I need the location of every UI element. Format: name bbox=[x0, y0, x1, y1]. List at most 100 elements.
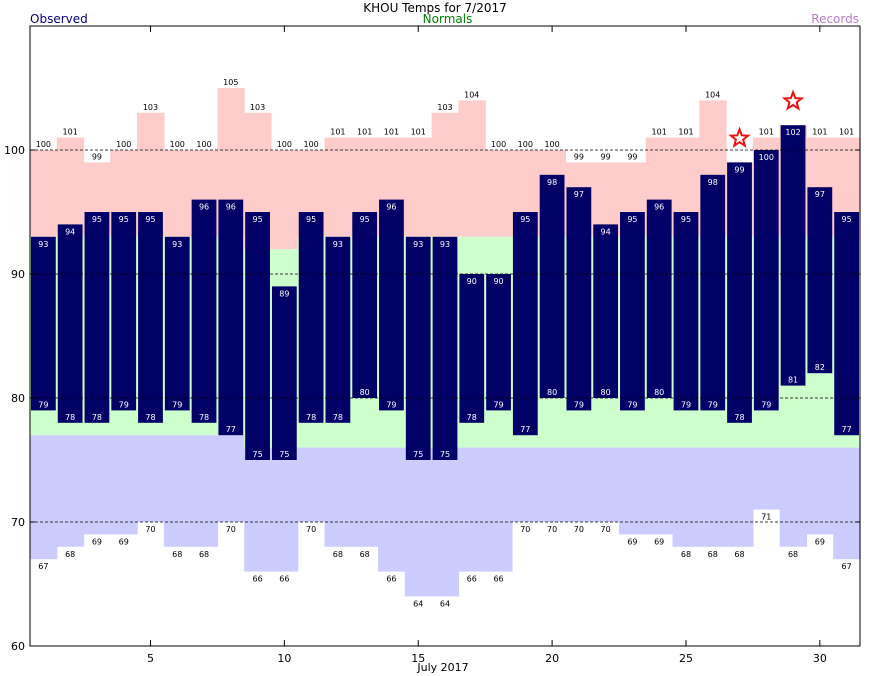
record-low-band-day-2 bbox=[56, 460, 85, 547]
record-high-band-day-10 bbox=[270, 150, 299, 250]
record-high-band-day-18 bbox=[485, 150, 513, 237]
record-low-band-day-4 bbox=[110, 460, 138, 535]
observed-low-label-day-24: 80 bbox=[654, 388, 664, 397]
record-high-label-day-14: 101 bbox=[384, 128, 399, 137]
record-high-label-day-12: 101 bbox=[330, 128, 345, 137]
record-low-label-day-22: 70 bbox=[601, 525, 611, 534]
record-low-label-day-20: 70 bbox=[547, 525, 557, 534]
record-high-label-day-10: 100 bbox=[277, 140, 292, 149]
observed-high-label-day-6: 93 bbox=[172, 240, 182, 249]
observed-bar-day-31 bbox=[834, 212, 859, 436]
observed-low-label-day-18: 79 bbox=[493, 400, 503, 409]
record-low-label-day-11: 70 bbox=[306, 525, 316, 534]
record-low-band-day-1 bbox=[30, 460, 58, 560]
normal-low-band-day-23 bbox=[619, 447, 647, 460]
observed-high-label-day-15: 93 bbox=[413, 240, 423, 249]
observed-bar-day-25 bbox=[673, 212, 699, 411]
normal-low-band-day-24 bbox=[645, 447, 674, 460]
observed-high-label-day-12: 93 bbox=[333, 240, 343, 249]
normal-low-band-day-8 bbox=[217, 435, 245, 460]
normal-low-band-day-6 bbox=[163, 435, 192, 460]
observed-high-label-day-1: 93 bbox=[38, 240, 48, 249]
x-tick-label-5: 5 bbox=[147, 652, 154, 665]
observed-high-label-day-11: 95 bbox=[306, 215, 316, 224]
record-high-label-day-11: 100 bbox=[303, 140, 318, 149]
record-high-label-day-2: 101 bbox=[63, 128, 78, 137]
record-low-band-day-17 bbox=[458, 460, 486, 572]
record-high-label-day-20: 100 bbox=[544, 140, 559, 149]
y-tick-label-60: 60 bbox=[11, 640, 25, 653]
observed-low-label-day-26: 79 bbox=[708, 400, 718, 409]
record-high-label-day-9: 103 bbox=[250, 103, 265, 112]
observed-high-label-day-27: 99 bbox=[734, 165, 744, 174]
observed-low-label-day-1: 79 bbox=[38, 400, 48, 409]
record-low-band-day-26 bbox=[699, 460, 727, 547]
x-tick-label-20: 20 bbox=[545, 652, 559, 665]
normal-low-band-day-17 bbox=[458, 447, 486, 460]
record-low-band-day-3 bbox=[83, 460, 111, 535]
observed-high-label-day-10: 89 bbox=[279, 289, 289, 298]
record-high-band-day-6 bbox=[163, 150, 192, 237]
normal-low-band-day-21 bbox=[565, 447, 593, 460]
observed-bar-day-16 bbox=[432, 236, 458, 460]
observed-low-label-day-25: 79 bbox=[681, 400, 691, 409]
record-low-band-day-15 bbox=[404, 460, 433, 597]
observed-low-label-day-31: 77 bbox=[842, 425, 852, 434]
record-low-label-day-9: 66 bbox=[252, 575, 262, 584]
observed-low-label-day-15: 75 bbox=[413, 450, 423, 459]
record-low-band-day-23 bbox=[619, 460, 647, 535]
normal-low-band-day-12 bbox=[324, 447, 352, 460]
observed-low-label-day-22: 80 bbox=[601, 388, 611, 397]
observed-low-label-day-21: 79 bbox=[574, 400, 584, 409]
observed-low-label-day-5: 78 bbox=[145, 413, 155, 422]
axis-layer: 60 70 80 90 100 5 10 15 20 25 30 bbox=[4, 25, 861, 665]
record-low-label-day-26: 68 bbox=[708, 550, 718, 559]
observed-low-label-day-9: 75 bbox=[252, 450, 262, 459]
observed-bar-day-27 bbox=[727, 162, 752, 423]
record-low-label-day-27: 68 bbox=[734, 550, 744, 559]
record-high-label-day-21: 99 bbox=[574, 152, 584, 161]
record-low-band-day-31 bbox=[833, 460, 861, 560]
record-low-band-day-21 bbox=[565, 460, 593, 522]
observed-bar-day-15 bbox=[405, 236, 431, 460]
record-low-label-day-23: 69 bbox=[627, 537, 637, 546]
observed-high-label-day-26: 98 bbox=[708, 178, 718, 187]
record-high-band-day-1 bbox=[30, 150, 58, 237]
record-low-label-day-1: 67 bbox=[38, 562, 48, 571]
normal-low-band-day-2 bbox=[56, 435, 85, 460]
observed-low-label-day-2: 78 bbox=[65, 413, 75, 422]
observed-low-label-day-17: 78 bbox=[467, 413, 477, 422]
record-low-label-day-18: 66 bbox=[493, 575, 503, 584]
observed-high-label-day-13: 95 bbox=[360, 215, 370, 224]
observed-bar-day-20 bbox=[539, 174, 565, 398]
record-high-label-day-17: 104 bbox=[464, 90, 479, 99]
record-low-band-day-6 bbox=[163, 460, 192, 547]
record-high-label-day-24: 101 bbox=[652, 128, 667, 137]
observed-high-label-day-2: 94 bbox=[65, 227, 75, 236]
record-high-label-day-28: 101 bbox=[759, 128, 774, 137]
observed-high-label-day-29: 102 bbox=[785, 128, 800, 137]
observed-bar-day-26 bbox=[700, 174, 726, 411]
record-high-label-day-30: 101 bbox=[812, 128, 827, 137]
observed-bar-day-2 bbox=[57, 224, 83, 423]
record-high-band-day-2 bbox=[56, 137, 85, 237]
y-tick-label-90: 90 bbox=[11, 268, 25, 281]
record-low-band-day-8 bbox=[217, 460, 245, 522]
record-high-band-day-16 bbox=[431, 112, 459, 237]
observed-bar-day-13 bbox=[352, 212, 378, 398]
record-high-band-day-17 bbox=[458, 100, 486, 237]
gridline-layer bbox=[30, 149, 860, 523]
observed-low-label-day-16: 75 bbox=[440, 450, 450, 459]
observed-high-label-day-31: 95 bbox=[842, 215, 852, 224]
record-low-band-day-9 bbox=[244, 460, 272, 572]
legend-observed: Observed bbox=[30, 12, 88, 26]
observed-low-label-day-29: 81 bbox=[788, 376, 798, 385]
observed-high-label-day-5: 95 bbox=[145, 215, 155, 224]
normal-low-band-day-29 bbox=[779, 447, 808, 460]
record-high-label-day-6: 100 bbox=[170, 140, 185, 149]
normal-low-band-day-7 bbox=[190, 435, 219, 460]
record-high-label-day-26: 104 bbox=[705, 90, 720, 99]
observed-low-label-day-7: 78 bbox=[199, 413, 209, 422]
record-low-band-day-24 bbox=[645, 460, 674, 535]
